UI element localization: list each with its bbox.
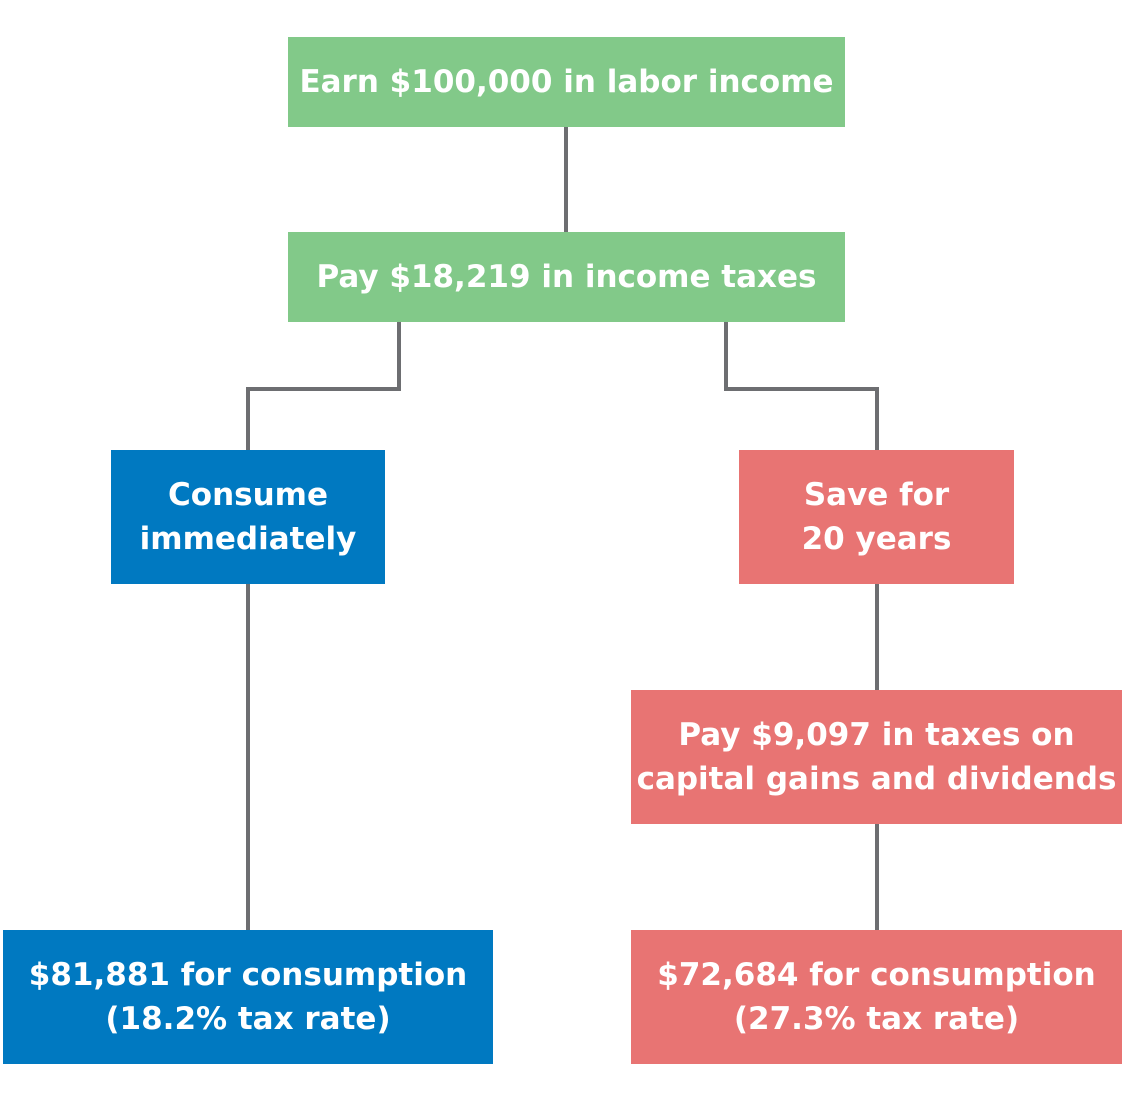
node-capital-gains-taxes: Pay $9,097 in taxes on capital gains and… [631, 690, 1122, 824]
node-consume-line-1: Consume [168, 477, 328, 513]
node-result-consume-now: $81,881 for consumption (18.2% tax rate) [3, 930, 493, 1064]
node-result-save-line-1: $72,684 for consumption [657, 957, 1096, 993]
connector-paytax-to-save [724, 322, 879, 450]
node-earn-labor-income: Earn $100,000 in labor income [288, 37, 845, 127]
connector-paytax-to-consume [246, 322, 401, 450]
node-result-consume-line-1: $81,881 for consumption [28, 957, 468, 993]
node-earn-line-1: Earn $100,000 in labor income [299, 64, 834, 100]
node-capgains-line-2: capital gains and dividends [636, 761, 1117, 797]
node-consume-immediately: Consume immediately [111, 450, 385, 584]
node-capgains-line-1: Pay $9,097 in taxes on [678, 717, 1075, 753]
node-save-for-20-years: Save for 20 years [739, 450, 1014, 584]
node-result-save-line-2: (27.3% tax rate) [733, 1001, 1020, 1037]
node-pay-income-taxes: Pay $18,219 in income taxes [288, 232, 845, 322]
node-paytax-line-1: Pay $18,219 in income taxes [316, 259, 817, 295]
node-save-line-1: Save for [803, 477, 950, 513]
node-result-save: $72,684 for consumption (27.3% tax rate) [631, 930, 1122, 1064]
node-consume-line-2: immediately [139, 521, 357, 557]
node-result-consume-line-2: (18.2% tax rate) [105, 1001, 391, 1037]
node-save-line-2: 20 years [801, 521, 952, 557]
